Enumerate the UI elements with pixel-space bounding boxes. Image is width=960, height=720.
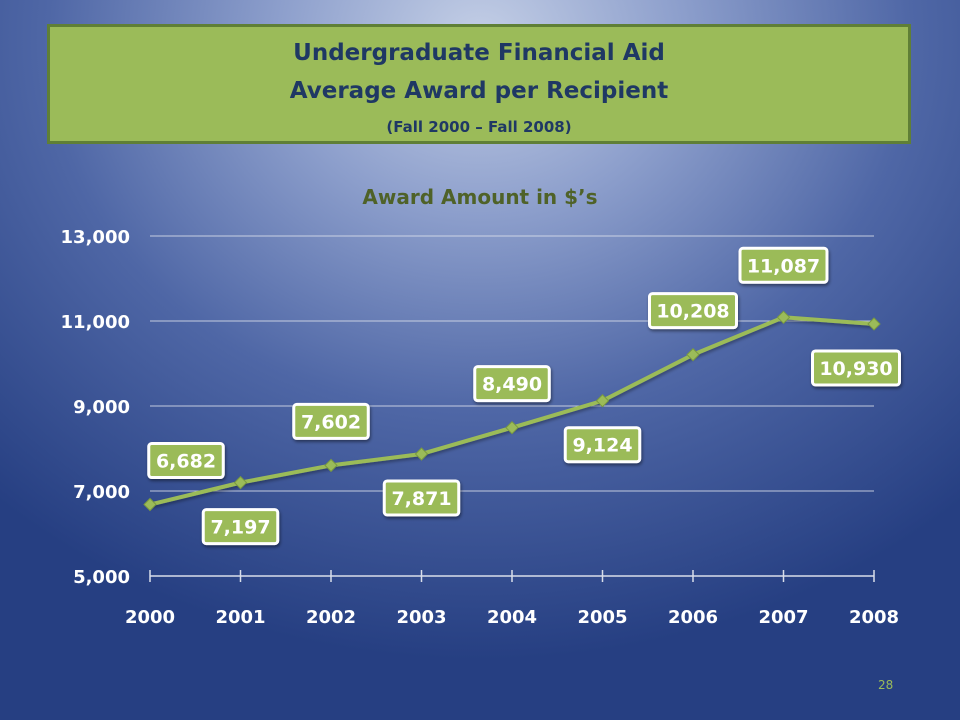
y-tick-label: 9,000 bbox=[73, 397, 130, 418]
slide-date-range: (Fall 2000 – Fall 2008) bbox=[386, 118, 572, 136]
x-tick-label: 2003 bbox=[396, 607, 446, 628]
data-label-box bbox=[738, 246, 829, 284]
chart-title: Award Amount in $’s bbox=[362, 185, 597, 209]
data-label: 8,490 bbox=[482, 374, 542, 396]
data-point bbox=[776, 310, 791, 325]
page-number: 28 bbox=[878, 678, 894, 692]
data-point bbox=[505, 420, 519, 435]
data-label: 10,208 bbox=[656, 301, 729, 323]
data-label: 10,930 bbox=[819, 358, 892, 380]
y-tick-label: 11,000 bbox=[61, 312, 130, 333]
data-label: 7,602 bbox=[301, 411, 361, 433]
data-label-box bbox=[563, 426, 642, 464]
slide-title-box: Undergraduate Financial Aid Average Awar… bbox=[47, 24, 911, 144]
data-label: 7,197 bbox=[210, 517, 270, 539]
x-tick-label: 2005 bbox=[577, 607, 627, 628]
x-tick-label: 2004 bbox=[487, 607, 537, 628]
data-point bbox=[233, 475, 248, 490]
series-line bbox=[149, 315, 875, 507]
y-tick-label: 7,000 bbox=[73, 482, 130, 503]
x-tick-label: 2002 bbox=[306, 607, 356, 628]
data-label-box bbox=[648, 292, 738, 330]
slide-title: Undergraduate Financial Aid bbox=[293, 40, 665, 66]
data-label-box bbox=[147, 442, 225, 480]
data-point bbox=[414, 447, 429, 461]
data-point bbox=[686, 347, 700, 362]
data-label-box bbox=[473, 365, 551, 403]
y-tick-label: 13,000 bbox=[61, 227, 130, 248]
data-point bbox=[143, 497, 157, 512]
x-tick-label: 2000 bbox=[125, 607, 175, 628]
slide-subtitle: Average Award per Recipient bbox=[289, 78, 669, 104]
x-tick-label: 2007 bbox=[758, 607, 808, 628]
data-point bbox=[324, 458, 338, 473]
data-label: 11,087 bbox=[747, 255, 820, 277]
x-tick-label: 2006 bbox=[668, 607, 718, 628]
data-label-box bbox=[201, 508, 280, 546]
data-label: 6,682 bbox=[156, 451, 216, 473]
data-label: 9,124 bbox=[572, 435, 632, 457]
x-tick-label: 2001 bbox=[215, 607, 265, 628]
data-point bbox=[595, 394, 610, 408]
data-label-box bbox=[811, 349, 901, 387]
data-point bbox=[867, 317, 881, 331]
data-label-box bbox=[292, 402, 370, 440]
data-label-box bbox=[382, 479, 461, 517]
data-label: 7,871 bbox=[391, 488, 451, 510]
x-tick-label: 2008 bbox=[849, 607, 899, 628]
y-tick-label: 5,000 bbox=[73, 567, 130, 588]
